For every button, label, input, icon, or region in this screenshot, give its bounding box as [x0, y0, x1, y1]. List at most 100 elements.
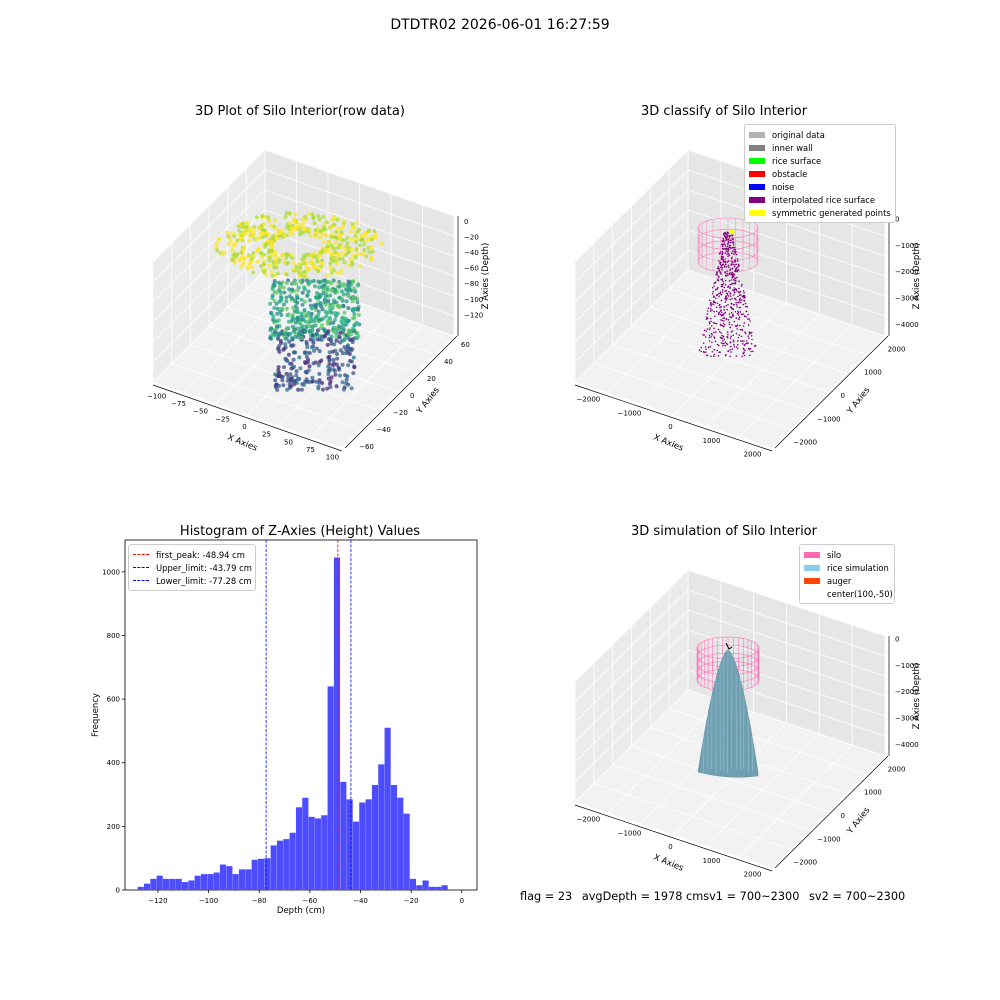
p2-point: [741, 355, 743, 358]
p1-point: [315, 259, 320, 264]
p1-point: [284, 255, 289, 260]
p2-point: [726, 308, 728, 311]
hist-bar: [403, 813, 410, 890]
hist-bar: [333, 557, 341, 890]
hist-x-tick-label: 0: [460, 897, 464, 905]
p1-point: [355, 236, 359, 241]
p1-point: [258, 231, 263, 236]
p1-point: [346, 328, 351, 333]
p2-point: [749, 332, 752, 335]
p1-point: [345, 241, 350, 246]
p1-point: [337, 334, 342, 339]
p2-point: [720, 299, 723, 302]
p1-point: [295, 296, 300, 301]
p1-point: [304, 324, 309, 329]
p2-point: [722, 248, 725, 250]
legend-label: center(100,-50): [827, 588, 893, 599]
p1-point: [284, 306, 289, 311]
p2-point: [714, 301, 717, 304]
p2-point: [725, 305, 727, 307]
hist-bar: [283, 839, 290, 890]
p1-y-axis-line: [344, 335, 458, 449]
p1-point: [326, 376, 331, 381]
p2-point: [724, 243, 726, 246]
p1-point: [327, 358, 332, 363]
p2-point: [733, 266, 736, 268]
p2-point: [747, 318, 749, 320]
p1-y-axis-label: Y Axies: [414, 385, 442, 417]
hist-bar: [422, 880, 429, 890]
p1-point: [248, 228, 252, 232]
p2-point: [716, 349, 719, 352]
p1-point: [336, 252, 341, 257]
p4-x-tick-label: −2000: [577, 816, 601, 824]
p1-point: [225, 230, 230, 235]
p1-point: [280, 280, 285, 285]
p1-point: [290, 296, 295, 301]
p1-point: [340, 380, 345, 385]
p2-point: [735, 263, 737, 266]
p2-point: [720, 314, 723, 317]
p1-point: [299, 297, 304, 302]
p1-point: [284, 299, 289, 304]
p1-point: [300, 221, 305, 226]
p2-point: [719, 303, 721, 306]
p1-point: [327, 240, 332, 245]
p2-point: [732, 263, 734, 266]
p1-point: [333, 258, 338, 263]
p1-point: [298, 266, 303, 271]
p1-y-tick-label: 40: [444, 358, 453, 366]
p1-point: [369, 237, 374, 242]
p1-point: [260, 254, 265, 259]
hist-bar: [226, 866, 233, 890]
p1-y-tick-label: −60: [359, 443, 374, 451]
hist-bar: [321, 815, 328, 890]
p2-point: [725, 318, 728, 320]
legend-entry: rice surface: [749, 154, 891, 167]
p1-point: [325, 342, 330, 347]
p1-z-tick-label: −60: [464, 265, 479, 273]
p1-point: [331, 320, 336, 325]
p1-point: [303, 369, 308, 374]
p2-point: [737, 260, 739, 262]
p1-point: [273, 372, 277, 377]
p1-point: [346, 250, 350, 255]
p2-point: [708, 334, 711, 337]
p2-point: [709, 310, 712, 312]
p1-point: [311, 340, 316, 345]
p1-point: [270, 286, 275, 291]
p2-point: [737, 263, 740, 266]
p1-point: [303, 379, 308, 384]
p2-point: [743, 322, 746, 324]
p1-point: [268, 336, 273, 340]
p2-point: [710, 325, 713, 327]
p2-point: [727, 248, 730, 251]
p2-point: [727, 255, 729, 258]
legend-swatch: [749, 183, 765, 190]
p4-y-tick-label: −2000: [793, 859, 817, 867]
p2-point: [749, 320, 751, 322]
p2-point: [721, 268, 723, 271]
p2-point: [717, 344, 720, 347]
p1-point: [335, 356, 340, 361]
p1-point: [222, 250, 227, 255]
p1-x-tick-label: −100: [147, 392, 166, 400]
p1-point: [328, 261, 333, 266]
p1-point: [358, 243, 363, 248]
p1-point: [340, 327, 345, 332]
p4-grid-x: [771, 755, 886, 869]
p2-point: [733, 343, 735, 346]
p2-point: [723, 312, 725, 315]
p2-point: [742, 313, 745, 315]
legend-swatch: [749, 196, 765, 203]
p1-point: [310, 324, 315, 329]
p1-point: [372, 229, 377, 234]
p1-point: [317, 349, 322, 354]
p2-point: [735, 317, 738, 319]
p1-point: [235, 238, 240, 243]
p1-point: [335, 311, 340, 316]
p1-point: [330, 218, 335, 223]
p2-point: [715, 273, 717, 276]
p2-point: [728, 266, 730, 268]
hist-bar: [371, 785, 379, 890]
